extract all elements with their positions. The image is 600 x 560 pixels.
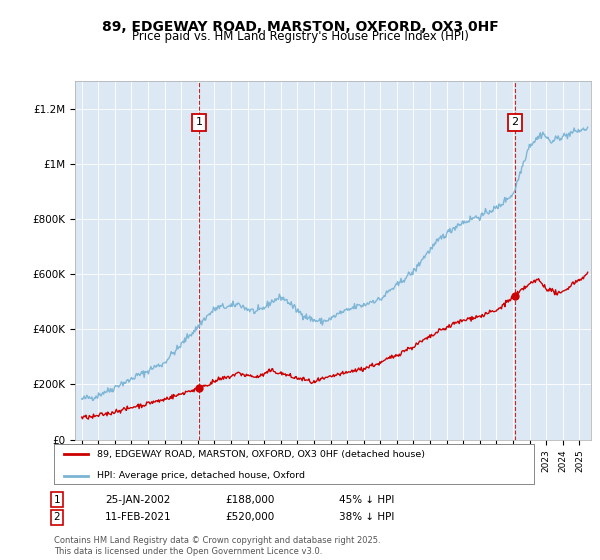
Text: 89, EDGEWAY ROAD, MARSTON, OXFORD, OX3 0HF: 89, EDGEWAY ROAD, MARSTON, OXFORD, OX3 0…	[101, 20, 499, 34]
Text: 11-FEB-2021: 11-FEB-2021	[105, 512, 172, 522]
Text: 1: 1	[53, 494, 61, 505]
Text: 2: 2	[511, 118, 518, 128]
Text: £520,000: £520,000	[225, 512, 274, 522]
Text: 89, EDGEWAY ROAD, MARSTON, OXFORD, OX3 0HF (detached house): 89, EDGEWAY ROAD, MARSTON, OXFORD, OX3 0…	[97, 450, 425, 459]
Text: £188,000: £188,000	[225, 494, 274, 505]
Text: Contains HM Land Registry data © Crown copyright and database right 2025.
This d: Contains HM Land Registry data © Crown c…	[54, 536, 380, 556]
Text: Price paid vs. HM Land Registry's House Price Index (HPI): Price paid vs. HM Land Registry's House …	[131, 30, 469, 43]
Text: 1: 1	[196, 118, 202, 128]
Text: HPI: Average price, detached house, Oxford: HPI: Average price, detached house, Oxfo…	[97, 471, 305, 480]
Text: 38% ↓ HPI: 38% ↓ HPI	[339, 512, 394, 522]
Text: 25-JAN-2002: 25-JAN-2002	[105, 494, 170, 505]
Text: 2: 2	[53, 512, 61, 522]
Text: 45% ↓ HPI: 45% ↓ HPI	[339, 494, 394, 505]
